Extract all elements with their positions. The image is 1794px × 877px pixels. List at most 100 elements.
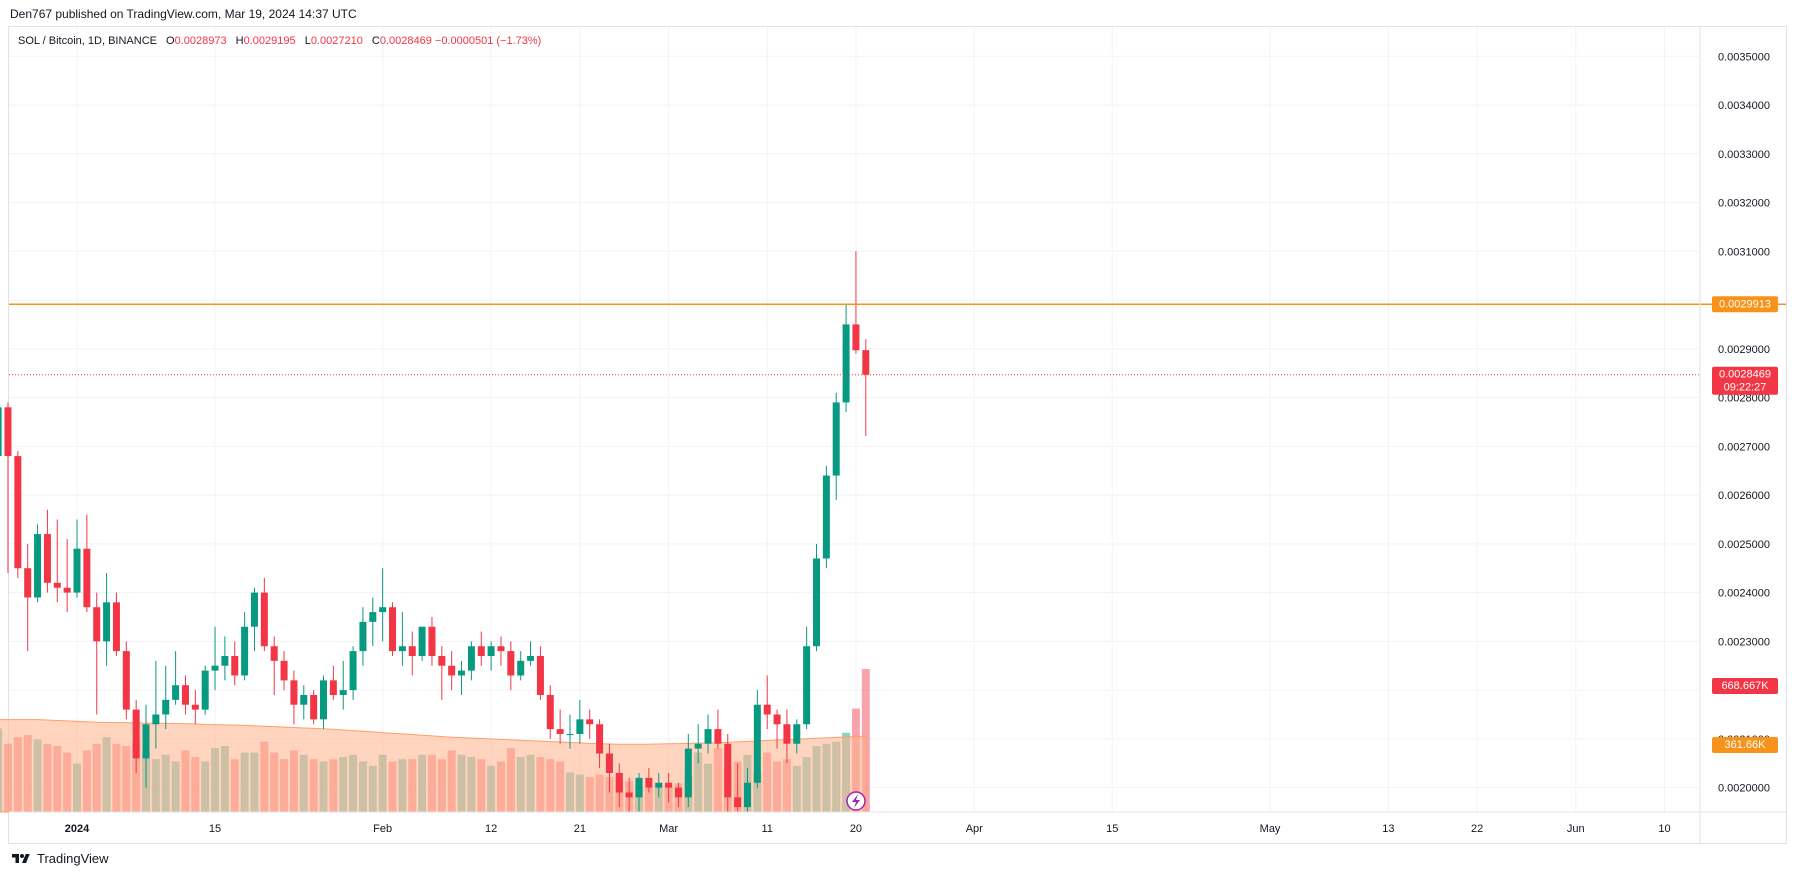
brand-name: TradingView <box>37 851 109 866</box>
candle-body <box>586 719 594 725</box>
candle-body <box>536 655 544 695</box>
high-label: H <box>235 35 244 47</box>
candle-body <box>43 534 51 583</box>
last-price-badge-text: 0.0028469 <box>1719 369 1771 381</box>
candle-body <box>112 602 120 652</box>
candle-body <box>300 694 308 705</box>
candle-body <box>822 475 830 559</box>
candle-body <box>162 699 170 715</box>
candle-body <box>359 621 367 652</box>
candle-body <box>280 660 288 681</box>
candle-body <box>783 724 791 744</box>
price-tick-label: 0.0028000 <box>1718 393 1770 405</box>
candle-body <box>73 548 81 593</box>
candle-body <box>191 704 199 710</box>
candle-body <box>34 534 42 598</box>
volume-badge-text: 668.667K <box>1721 680 1769 692</box>
price-tick-label: 0.0024000 <box>1718 588 1770 600</box>
price-tick-label: 0.0023000 <box>1718 636 1770 648</box>
last-price-badge-bg <box>1712 366 1778 395</box>
candle-body <box>181 685 189 705</box>
candle-body <box>63 587 71 593</box>
candle-body <box>83 548 91 608</box>
level-badge-bg <box>1712 296 1778 313</box>
price-tick-label: 0.0026000 <box>1718 490 1770 502</box>
time-axis: 2024 15 Feb 12 21 Mar 11 20 Apr 15 May 13 22 Jun 10 <box>9 811 1786 835</box>
candle-body <box>379 607 387 613</box>
candle-body <box>724 743 732 798</box>
close-label: C <box>371 35 380 47</box>
candle-body <box>152 714 160 725</box>
candle-body <box>320 680 327 720</box>
symbol-name: SOL / Bitcoin, 1D, BINANCE <box>18 35 157 47</box>
candle-body <box>862 350 870 375</box>
candle-body <box>674 787 682 798</box>
candle-body <box>0 407 2 457</box>
candle-body <box>645 777 653 788</box>
candle-body <box>260 592 268 647</box>
candle-body <box>53 582 61 588</box>
time-tick-label: 15 <box>1106 823 1118 835</box>
level-badge: 0.0029913 <box>1712 296 1778 313</box>
candle-body <box>734 797 742 808</box>
candle-body <box>250 592 258 627</box>
price-tick-label: 0.0035000 <box>1718 51 1770 63</box>
volume-ma-badge-text: 361.66K <box>1725 739 1767 751</box>
footer-brand[interactable]: TradingView <box>10 851 109 866</box>
time-tick-label: 20 <box>850 823 862 835</box>
candle-body <box>172 685 180 700</box>
candle-body <box>566 733 574 735</box>
tradingview-logo-icon <box>12 853 30 863</box>
candle-body <box>842 324 850 403</box>
candle-body <box>241 626 249 676</box>
candle-body <box>329 680 337 695</box>
candle-body <box>339 690 347 695</box>
volume-badge: 668.667K <box>1712 678 1778 694</box>
time-tick-label: Jun <box>1567 823 1585 835</box>
time-tick-label: Feb <box>373 823 392 835</box>
candle-body <box>369 612 377 622</box>
lightning-icon[interactable] <box>846 791 866 811</box>
volume-ma-badge: 361.66K <box>1712 737 1778 753</box>
candle-body <box>408 646 416 656</box>
candle-body <box>684 748 692 798</box>
candle-body <box>803 646 811 725</box>
price-tick-label: 0.0020000 <box>1718 783 1770 795</box>
candle-body <box>527 655 535 661</box>
candle-body <box>221 655 229 666</box>
time-tick-label: 11 <box>761 823 772 835</box>
time-tick-label: May <box>1260 823 1281 835</box>
candle-body <box>290 680 298 705</box>
publish-info: Den767 published on TradingView.com, Mar… <box>10 7 357 21</box>
candle-body <box>665 782 673 788</box>
time-tick-label: 2024 <box>65 823 90 835</box>
candle-body <box>852 324 860 351</box>
close-value: 0.0028469 <box>379 35 432 47</box>
candle-body <box>615 772 623 793</box>
change-value: −0.0000501 (−1.73%) <box>434 35 542 47</box>
open-label: O <box>166 35 175 47</box>
price-tick-label: 0.0029000 <box>1718 344 1770 356</box>
candle-body <box>813 558 820 647</box>
volume-badge-bg <box>1712 678 1778 694</box>
candle-body <box>132 709 140 759</box>
candle-body <box>438 655 446 666</box>
time-tick-label: 10 <box>1658 823 1670 835</box>
price-tick-label: 0.0033000 <box>1718 149 1770 161</box>
candle-body <box>773 714 781 725</box>
candle-body <box>448 665 456 676</box>
time-tick-label: 13 <box>1382 823 1394 835</box>
candle-body <box>103 602 111 642</box>
price-tick-label: 0.0031000 <box>1718 246 1770 258</box>
high-value: 0.0029195 <box>243 35 296 47</box>
price-tick-label: 0.0034000 <box>1718 100 1770 112</box>
candle-body <box>477 646 485 656</box>
time-tick-label: Mar <box>659 823 678 835</box>
candle-body <box>635 777 643 798</box>
open-value: 0.0028973 <box>174 35 227 47</box>
time-tick-label: 15 <box>209 823 221 835</box>
candle-body <box>4 407 12 457</box>
